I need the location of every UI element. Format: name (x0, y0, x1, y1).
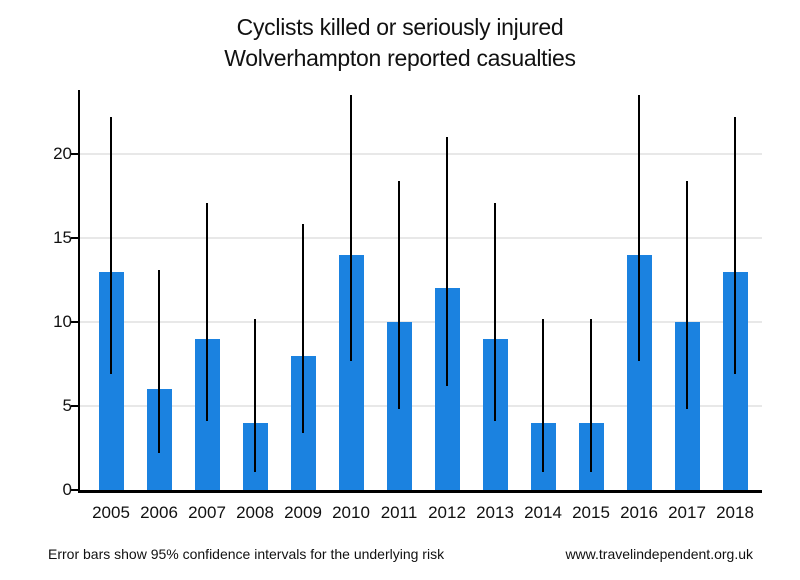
y-tick-label: 15 (53, 227, 72, 247)
chart-title-line2: Wolverhampton reported casualties (224, 45, 576, 71)
y-axis-tick (71, 320, 78, 323)
y-axis-tick (71, 404, 78, 407)
x-axis-label-2007: 2007 (188, 503, 226, 522)
error-bar-2011 (398, 180, 400, 410)
chart-footer: Error bars show 95% confidence intervals… (48, 546, 753, 562)
error-bar-2015 (590, 318, 592, 472)
y-tick-label: 20 (53, 143, 72, 163)
error-bar-2007 (206, 202, 208, 422)
y-axis-tick (71, 489, 78, 491)
x-axis-label-2012: 2012 (428, 503, 466, 522)
x-axis-label-2006: 2006 (140, 503, 178, 522)
y-tick-label: 10 (53, 311, 72, 331)
error-bar-2016 (638, 95, 640, 361)
x-axis-label-2016: 2016 (620, 503, 658, 522)
y-axis-tick (71, 236, 78, 239)
x-axis-label-2010: 2010 (332, 503, 370, 522)
error-bar-2008 (254, 318, 256, 472)
chart-title-line1: Cyclists killed or seriously injured (236, 14, 564, 40)
x-axis-label-2018: 2018 (716, 503, 754, 522)
x-axis-label-2015: 2015 (572, 503, 610, 522)
error-bar-2010 (350, 95, 352, 361)
plot-area: 0 5 10 15 20 2005 2006 2007 2008 2009 2010 2011 2012… (53, 90, 762, 522)
x-axis-label-2008: 2008 (236, 503, 274, 522)
x-axis-label-2005: 2005 (92, 503, 130, 522)
gridline (80, 152, 762, 155)
x-axis-label-2011: 2011 (380, 503, 418, 522)
error-bar-2014 (542, 318, 544, 472)
error-bar-2012 (446, 137, 448, 386)
x-axis-label-2013: 2013 (476, 503, 514, 522)
x-axis-label-2009: 2009 (284, 503, 322, 522)
error-bar-2018 (734, 116, 736, 375)
error-bar-2013 (494, 202, 496, 422)
chart-title: Cyclists killed or seriously injured Wol… (0, 12, 800, 74)
website-text: www.travelindependent.org.uk (565, 546, 753, 562)
gridline (80, 236, 762, 239)
error-bar-2017 (686, 180, 688, 410)
gridline (80, 320, 762, 323)
x-axis-label-2014: 2014 (524, 503, 562, 522)
y-tick-label: 0 (62, 480, 72, 499)
x-axis-label-2017: 2017 (668, 503, 706, 522)
y-tick-label: 5 (62, 395, 72, 415)
error-bar-2006 (158, 269, 160, 454)
gridline (80, 404, 762, 407)
y-axis-tick (71, 152, 78, 155)
error-bar-2009 (302, 224, 304, 433)
error-bar-2005 (110, 116, 112, 375)
error-bar-footnote: Error bars show 95% confidence intervals… (48, 546, 445, 562)
